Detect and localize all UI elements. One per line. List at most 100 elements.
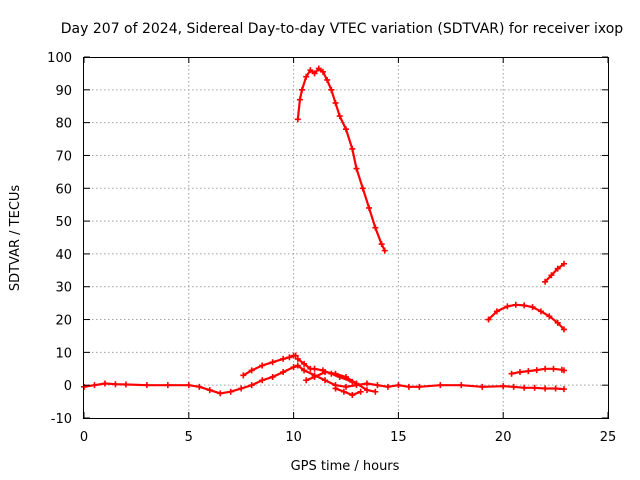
series-line [544, 262, 566, 283]
data-point [533, 367, 540, 374]
data-point [560, 386, 567, 393]
data-point [349, 392, 356, 399]
data-point [311, 365, 318, 372]
data-point [521, 384, 528, 391]
data-point [286, 354, 293, 361]
data-point [227, 388, 234, 395]
y-tick-label: 50 [55, 215, 72, 230]
data-point [332, 99, 339, 106]
data-point [349, 145, 356, 152]
y-tick-label: 30 [55, 281, 72, 296]
data-point [554, 265, 561, 272]
data-point [525, 368, 532, 375]
x-tick-label: 25 [600, 430, 617, 445]
data-point [143, 382, 150, 389]
data-point [546, 313, 553, 320]
series-line [334, 387, 362, 397]
series-line [305, 371, 377, 393]
data-point [372, 388, 379, 395]
data-point [550, 365, 557, 372]
data-point [363, 387, 370, 394]
data-point [372, 224, 379, 231]
data-point [303, 73, 310, 80]
data-point [248, 382, 255, 389]
series-early-branch [240, 352, 299, 379]
data-point [458, 382, 465, 389]
y-tick-label: 60 [55, 182, 72, 197]
data-point [343, 383, 349, 390]
data-point [315, 65, 322, 72]
data-point [542, 278, 549, 285]
data-point [101, 380, 108, 387]
data-point [405, 383, 412, 390]
series-bump-c [332, 385, 364, 399]
data-point [437, 382, 444, 389]
data-point [196, 383, 203, 390]
data-point [378, 241, 385, 248]
data-point [479, 383, 486, 390]
data-point [294, 355, 301, 362]
series-late-rise [542, 260, 567, 285]
data-point [259, 377, 266, 384]
data-point [516, 369, 523, 376]
y-tick-label: 10 [55, 346, 72, 361]
data-point [298, 86, 305, 93]
y-tick-label: 100 [47, 51, 72, 66]
x-tick-label: 0 [80, 430, 88, 445]
data-point [343, 373, 349, 380]
data-point [238, 385, 245, 392]
data-point [185, 382, 192, 389]
data-point [217, 390, 224, 397]
data-point [280, 369, 287, 376]
data-point [290, 364, 297, 371]
data-point [280, 355, 287, 362]
y-tick-label: 90 [55, 84, 72, 99]
data-point [542, 365, 549, 372]
y-tick-label: 0 [64, 379, 72, 394]
data-point [531, 384, 538, 391]
data-point [248, 367, 255, 374]
data-point [112, 381, 119, 388]
data-point [332, 385, 339, 392]
series-late-arc [485, 301, 567, 333]
series-peak [294, 65, 388, 254]
data-point [529, 304, 536, 311]
data-point [366, 204, 373, 211]
data-point [560, 326, 567, 333]
data-point [560, 367, 567, 374]
data-point [552, 385, 559, 392]
data-point [343, 126, 349, 133]
data-series [81, 65, 567, 399]
series-bump-b [303, 369, 379, 395]
data-point [510, 383, 517, 390]
data-point [554, 319, 561, 326]
data-point [324, 76, 331, 83]
data-point [303, 377, 310, 384]
data-point [493, 308, 500, 315]
data-point [363, 380, 370, 387]
data-point [485, 316, 492, 323]
data-point [332, 370, 339, 377]
data-point [301, 360, 308, 367]
data-point [269, 359, 276, 366]
data-point [294, 362, 301, 369]
data-point [328, 86, 335, 93]
data-point [416, 383, 423, 390]
data-point [269, 373, 276, 380]
data-point [91, 382, 98, 389]
data-point [353, 165, 360, 172]
data-point [381, 247, 388, 254]
y-tick-label: -10 [51, 412, 72, 427]
data-point [296, 96, 303, 103]
axis-ticks: 0 5 10 15 20 25 -10 0 10 20 30 40 50 60 70 80 90 100 [47, 51, 616, 445]
y-tick-label: 20 [55, 314, 72, 329]
data-point [259, 362, 266, 369]
data-point [548, 272, 555, 279]
data-point [359, 185, 366, 192]
data-point [384, 383, 391, 390]
grid [84, 57, 608, 418]
x-axis-label: GPS time / hours [291, 459, 400, 474]
chart-title: Day 207 of 2024, Sidereal Day-to-day VTE… [61, 21, 624, 37]
data-point [512, 301, 519, 308]
series-line [296, 67, 386, 252]
